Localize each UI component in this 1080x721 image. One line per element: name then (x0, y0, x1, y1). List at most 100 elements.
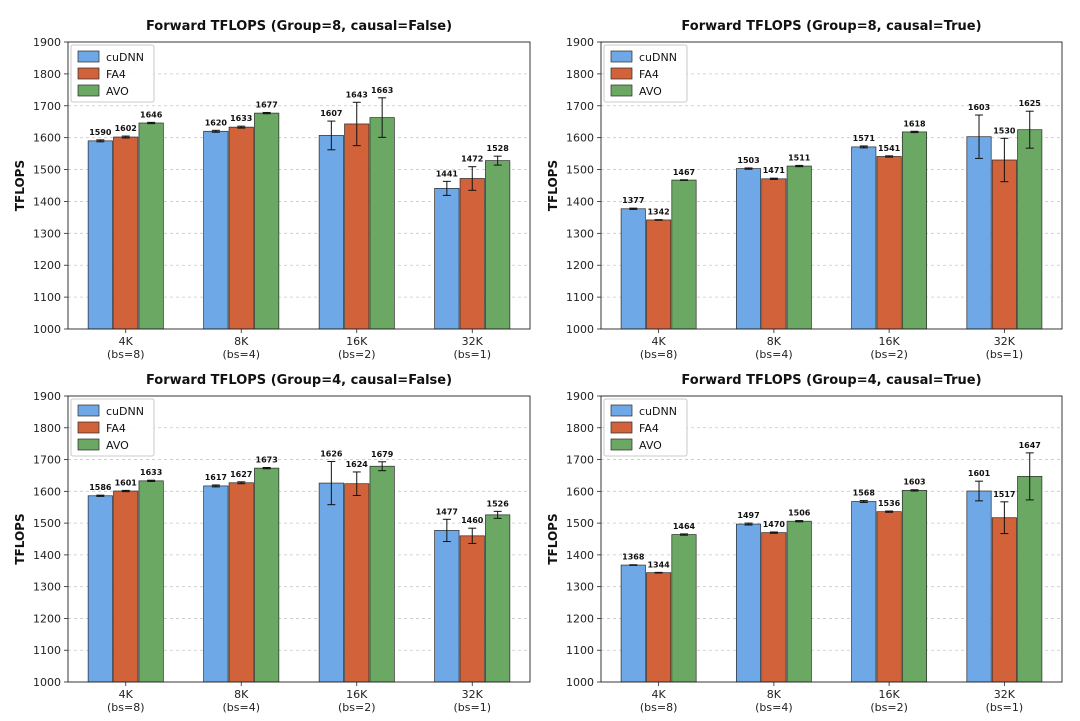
legend-label-fa4: FA4 (106, 68, 126, 81)
bar-fa4 (991, 517, 1017, 683)
x-tick-label: 8K (767, 688, 782, 701)
data-label: 1470 (763, 520, 786, 529)
legend-swatch-avo (610, 84, 633, 97)
bar-cudnn (318, 135, 344, 330)
y-tick-label: 1900 (566, 36, 594, 49)
x-tick-sublabel: (bs=2) (870, 348, 908, 361)
y-axis-label: TFLOPS (13, 160, 27, 211)
legend-swatch-fa4 (610, 67, 633, 80)
data-label: 1627 (230, 470, 252, 479)
data-label: 1541 (878, 144, 901, 153)
x-tick-label: 4K (652, 335, 667, 348)
legend-swatch-fa4 (610, 421, 633, 434)
bar-avo (671, 534, 697, 683)
y-tick-label: 1000 (566, 323, 594, 336)
x-tick-sublabel: (bs=1) (453, 701, 491, 714)
legend-label-cudnn: cuDNN (639, 51, 677, 64)
y-tick-label: 1600 (566, 485, 594, 498)
x-tick-label: 8K (767, 335, 782, 348)
x-tick-sublabel: (bs=8) (107, 701, 145, 714)
bar-avo (485, 514, 511, 683)
bar-avo (901, 490, 928, 683)
x-tick-label: 32K (462, 335, 484, 348)
data-label: 1602 (115, 124, 137, 133)
y-tick-label: 1800 (33, 68, 61, 81)
legend-swatch-fa4 (77, 67, 100, 80)
x-tick-sublabel: (bs=4) (755, 701, 793, 714)
bar-avo (369, 117, 395, 330)
bar-fa4 (344, 483, 370, 683)
y-tick-label: 1900 (566, 390, 594, 403)
x-tick-label: 16K (879, 335, 901, 348)
x-tick-sublabel: (bs=2) (338, 701, 376, 714)
data-label: 1526 (487, 499, 510, 508)
data-label: 1626 (320, 449, 343, 458)
data-label: 1464 (673, 522, 696, 531)
y-tick-label: 1300 (33, 581, 61, 594)
y-tick-label: 1600 (566, 132, 594, 145)
y-tick-label: 1700 (566, 454, 594, 467)
data-label: 1590 (89, 128, 112, 137)
chart-panel-3: Forward TFLOPS (Group=4, causal=False) 10… (13, 373, 531, 714)
chart-title: Forward TFLOPS (Group=4, causal=True) (681, 373, 981, 388)
y-tick-label: 1300 (566, 227, 594, 240)
y-tick-label: 1300 (566, 581, 594, 594)
y-tick-label: 1400 (33, 195, 61, 208)
legend-label-avo: AVO (639, 439, 662, 452)
bar-fa4 (113, 490, 139, 683)
x-tick-label: 4K (119, 688, 134, 701)
x-tick-sublabel: (bs=8) (640, 701, 678, 714)
bar-avo (254, 467, 280, 683)
bar-cudnn (434, 530, 460, 683)
data-label: 1617 (205, 473, 227, 482)
data-label: 1497 (737, 511, 759, 520)
y-tick-label: 1700 (33, 100, 61, 113)
data-label: 1663 (371, 86, 393, 95)
y-axis-label: TFLOPS (13, 513, 27, 564)
x-tick-label: 4K (652, 688, 667, 701)
data-label: 1472 (461, 155, 483, 164)
data-label: 1647 (1019, 441, 1041, 450)
bar-cudnn (87, 495, 113, 683)
y-tick-label: 1900 (33, 390, 61, 403)
legend-label-cudnn: cuDNN (639, 405, 677, 418)
chart-panel-2: Forward TFLOPS (Group=8, causal=True) 100… (546, 19, 1063, 361)
data-label: 1601 (968, 469, 991, 478)
chart-title: Forward TFLOPS (Group=8, causal=False) (146, 19, 452, 34)
data-label: 1673 (256, 456, 278, 465)
plot-frame (600, 395, 1063, 683)
legend-swatch-cudnn (610, 50, 633, 63)
x-tick-sublabel: (bs=4) (222, 701, 260, 714)
bar-fa4 (761, 532, 787, 683)
y-axis-label: TFLOPS (546, 513, 560, 564)
x-tick-label: 16K (346, 335, 368, 348)
bar-cudnn (434, 188, 460, 330)
y-tick-label: 1500 (33, 517, 61, 530)
data-label: 1467 (673, 168, 695, 177)
bar-fa4 (459, 178, 485, 330)
y-tick-label: 1100 (566, 644, 594, 657)
bar-avo (485, 160, 511, 330)
data-label: 1568 (853, 489, 876, 498)
x-tick-label: 32K (462, 688, 484, 701)
data-label: 1471 (763, 166, 786, 175)
legend-label-cudnn: cuDNN (106, 51, 144, 64)
bar-cudnn (735, 168, 762, 330)
bar-avo (369, 465, 395, 683)
data-label: 1368 (622, 553, 645, 562)
bar-avo (1017, 129, 1043, 330)
data-label: 1620 (205, 118, 228, 127)
bar-cudnn (966, 490, 992, 683)
data-label: 1344 (647, 560, 670, 569)
bar-avo (138, 122, 164, 330)
y-tick-label: 1100 (566, 291, 594, 304)
y-tick-label: 1200 (33, 612, 61, 625)
x-tick-label: 8K (234, 335, 249, 348)
y-tick-label: 1000 (566, 676, 594, 689)
bar-fa4 (646, 572, 672, 683)
bar-avo (254, 112, 280, 330)
bar-fa4 (228, 126, 254, 330)
bar-cudnn (851, 146, 877, 330)
y-tick-label: 1200 (566, 259, 594, 272)
